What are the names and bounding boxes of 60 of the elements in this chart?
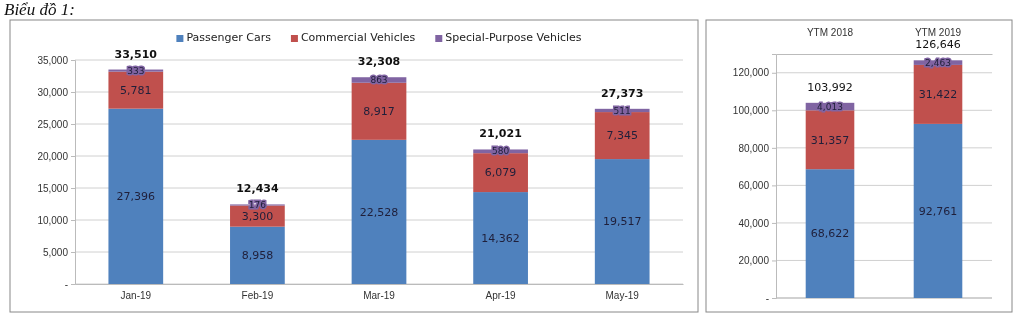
total-label: 33,510 (114, 47, 158, 61)
total-label: 103,992 (807, 80, 853, 94)
total-label: 27,373 (600, 86, 644, 100)
y-tick-label: 80,000 (738, 142, 770, 154)
legend-label: Commercial Vehicles (300, 31, 416, 44)
total-label: 21,021 (479, 127, 522, 141)
data-label: 7,345 (606, 129, 638, 143)
y-tick-label: - (765, 292, 769, 304)
data-label: 8,958 (241, 249, 274, 263)
data-label: 19,517 (602, 215, 642, 229)
bar (473, 153, 528, 193)
y-tick-label: 35,000 (37, 54, 69, 66)
y-tick-label: 20,000 (738, 255, 770, 267)
y-tick-label: 30,000 (37, 86, 69, 98)
chart-title: Biểu đồ 1: (4, 0, 75, 19)
y-tick-label: 100,000 (732, 105, 770, 117)
data-label: 4,013 (817, 101, 843, 112)
y-tick-label: 120,000 (732, 67, 770, 79)
y-tick-label: - (64, 278, 68, 290)
legend-label: Special-Purpose Vehicles (445, 31, 582, 44)
data-label: 31,422 (918, 88, 958, 102)
x-tick-label: Mar-19 (363, 290, 396, 302)
data-label: 5,781 (120, 84, 152, 98)
bar (351, 82, 407, 140)
bar (594, 112, 650, 160)
bar (913, 123, 963, 298)
bar (108, 108, 164, 284)
data-label: 3,300 (241, 209, 274, 223)
bar (805, 110, 855, 170)
data-label: 92,761 (918, 204, 958, 218)
y-tick-label: 40,000 (738, 217, 770, 229)
legend-label: Passenger Cars (186, 31, 272, 44)
total-label: 126,646 (915, 38, 961, 52)
bar (230, 226, 285, 284)
bar (594, 159, 650, 284)
data-label: 27,396 (116, 190, 156, 204)
x-tick-label: YTM 2019 (914, 27, 962, 38)
y-tick-label: 25,000 (37, 118, 69, 130)
total-label: 32,308 (357, 55, 401, 69)
x-tick-label: Feb-19 (241, 290, 274, 302)
bar (473, 192, 528, 284)
y-tick-label: 20,000 (37, 150, 69, 162)
y-tick-label: 10,000 (37, 214, 69, 226)
bar (805, 169, 855, 298)
x-tick-label: Jan-19 (120, 290, 152, 302)
y-tick-label: 60,000 (738, 180, 770, 192)
data-label: 31,357 (810, 133, 850, 147)
data-label: 6,079 (484, 166, 517, 180)
data-label: 14,362 (481, 231, 520, 245)
data-label: 22,528 (359, 205, 399, 219)
y-tick-label: 5,000 (42, 246, 69, 258)
y-tick-label: 15,000 (37, 182, 69, 194)
data-label: 68,622 (810, 227, 850, 241)
data-label: 863 (370, 75, 388, 86)
total-label: 12,434 (236, 182, 279, 196)
data-label: 8,917 (363, 105, 395, 119)
x-tick-label: Apr-19 (485, 290, 517, 302)
x-tick-label: May-19 (605, 290, 640, 302)
x-tick-label: YTM 2018 (806, 27, 854, 38)
bar (351, 139, 407, 284)
